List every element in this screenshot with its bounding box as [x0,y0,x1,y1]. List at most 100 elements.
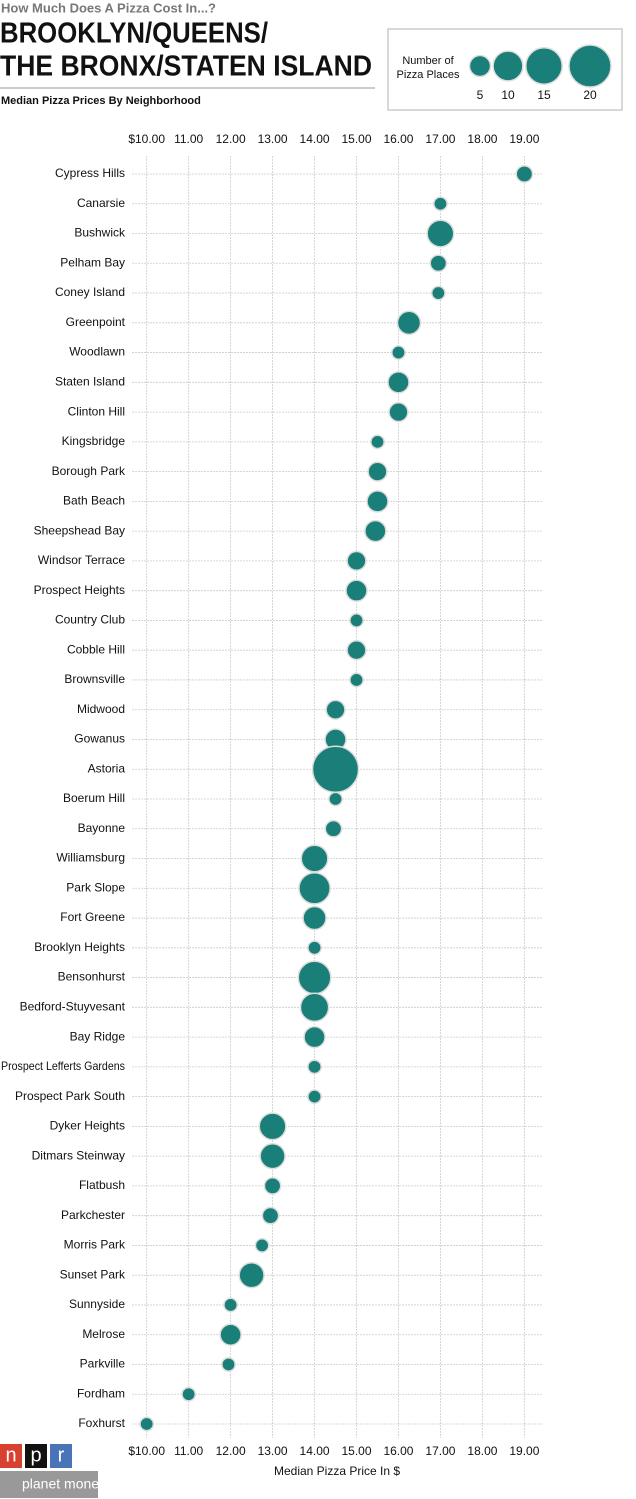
bubble [515,165,534,183]
size-legend-title: Pizza Places [397,69,460,81]
category-label: Ditmars Steinway [32,1148,125,1162]
bubble [223,1297,239,1313]
x-tick-label: 14.00 [300,1444,330,1458]
bubble [298,871,331,905]
x-tick-label: 14.00 [300,132,330,146]
category-label: Boerum Hill [63,791,125,805]
category-label: Melrose [82,1327,125,1341]
x-tick-label: 17.00 [425,1444,455,1458]
x-tick-label: 19.00 [509,1444,539,1458]
bubble [258,1112,287,1141]
category-label: Parkville [80,1357,126,1371]
category-label: Flatbush [79,1178,125,1192]
x-tick-label: 11.00 [174,1444,203,1458]
logo-box [25,1444,47,1468]
x-tick-label: 16.00 [383,132,413,146]
bubble [311,745,360,794]
bubble [297,960,332,995]
category-label: Woodlawn [69,345,125,359]
x-tick-label: 11.00 [174,132,203,146]
logo-box [0,1471,98,1498]
category-label: Bushwick [74,226,126,240]
bubble [259,1142,286,1170]
logo-letter: r [58,1444,65,1466]
bubble [364,519,387,543]
category-label: Cypress Hills [55,166,125,180]
category-label: Borough Park [52,464,126,478]
bubble [429,254,448,273]
category-label: Coney Island [55,285,125,299]
size-legend-label: 10 [501,88,515,102]
x-tick-label: 17.00 [425,132,455,146]
bubble [307,1059,322,1075]
category-label: Fort Greene [60,910,125,924]
bubble [302,905,327,931]
bubble [219,1323,242,1346]
x-tick-label: 15.00 [341,1444,371,1458]
bubble [303,1025,326,1049]
category-label: Canarsie [77,196,125,210]
bubble [370,434,385,450]
category-label: Bayonne [78,821,126,835]
bubble [238,1262,265,1289]
category-label: Sunset Park [60,1267,126,1281]
size-legend-label: 5 [477,88,484,102]
category-label: Staten Island [55,375,125,389]
bubble [307,1089,322,1105]
bubble [367,461,388,482]
bubble [346,550,367,572]
logo-brand: planet money [22,1476,106,1492]
bubble [349,613,364,628]
x-tick-label: 12.00 [216,132,246,146]
size-legend-circle [468,54,492,78]
bubble [325,699,346,720]
x-tick-label: 18.00 [467,132,497,146]
category-label: Williamsburg [56,851,125,865]
bubble [426,219,455,248]
chart-title: BROOKLYN/QUEENS/ [0,18,268,50]
size-legend-label: 15 [537,88,551,102]
x-tick-label: $10.00 [128,1444,165,1458]
bubble [388,401,409,423]
bubble [396,310,422,336]
category-label: Sunnyside [69,1297,125,1311]
category-label: Astoria [88,761,126,775]
subtitle: Median Pizza Prices By Neighborhood [1,95,201,107]
kicker: How Much Does A Pizza Cost In...? [1,0,216,15]
x-tick-label: 13.00 [258,132,288,146]
category-label: Prospect Park South [15,1089,125,1103]
category-label: Bath Beach [63,494,125,508]
category-label: Gowanus [74,732,125,746]
bubble [221,1357,236,1372]
category-label: Morris Park [64,1238,126,1252]
size-legend-circle [492,50,524,82]
bubble [349,672,364,688]
category-label: Kingsbridge [62,434,126,448]
logo-box [0,1444,22,1468]
bubble [345,579,368,602]
bubble [328,791,343,807]
bubble [299,992,330,1023]
bubble [387,371,410,394]
category-label: Pelham Bay [60,255,125,269]
x-tick-label: 18.00 [467,1444,497,1458]
category-label: Clinton Hill [68,404,125,418]
size-legend-title: Number of [402,55,454,67]
bubble [324,819,343,838]
category-label: Greenpoint [66,315,126,329]
x-tick-label: 15.00 [341,132,371,146]
x-tick-label: 16.00 [383,1444,413,1458]
bubble [433,196,448,212]
bubble [181,1386,197,1402]
bubble [307,940,322,956]
bubble [366,490,389,513]
size-legend-circle [525,47,563,85]
chart-title: THE BRONX/STATEN ISLAND [0,51,372,83]
bubble [254,1238,270,1253]
logo-letter: p [30,1444,41,1466]
category-label: Bensonhurst [58,970,126,984]
category-label: Country Club [55,613,125,627]
category-label: Parkchester [61,1208,125,1222]
x-tick-label: $10.00 [128,132,165,146]
